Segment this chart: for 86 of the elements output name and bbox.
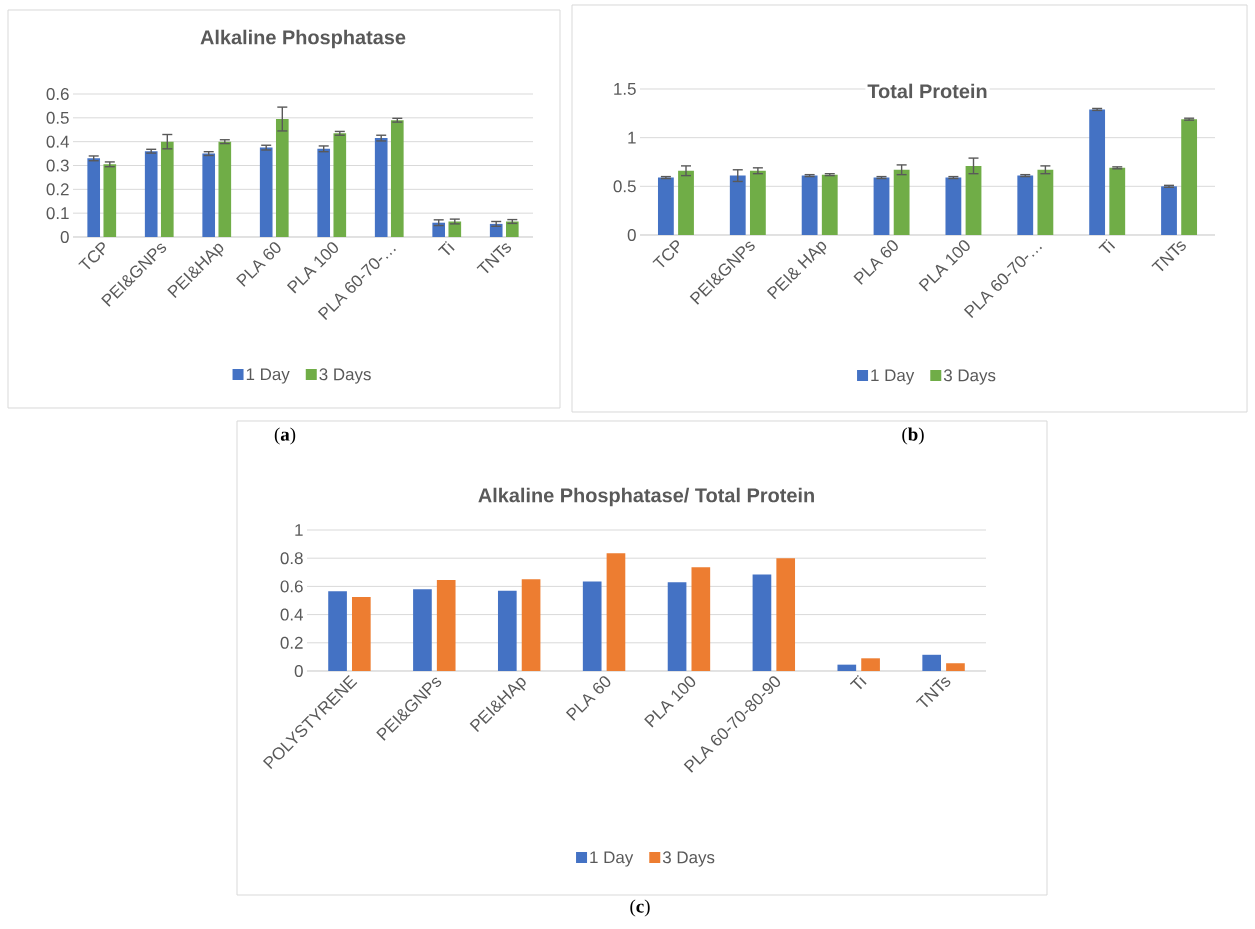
bar [776, 558, 796, 671]
bar [821, 174, 838, 235]
x-tick-label: PLA 100 [286, 242, 339, 294]
bar [1181, 119, 1198, 235]
y-tick-label: 0.3 [46, 159, 69, 172]
text: (b) [902, 427, 924, 445]
bar [893, 169, 910, 235]
bar [328, 591, 347, 671]
legend-label: 3 Days [319, 368, 371, 384]
bar [678, 170, 694, 235]
y-tick-label: 0 [627, 228, 636, 241]
bar [606, 553, 626, 671]
bar [922, 654, 942, 671]
legend-label: 3 Days [662, 851, 715, 867]
x-tick-label: PLA 60 [236, 242, 281, 287]
bar [489, 223, 503, 237]
text: (a) [274, 427, 296, 445]
chart-title: Alkaline Phosphatase [200, 29, 406, 49]
bar [160, 141, 174, 237]
text: (c) [630, 899, 650, 917]
bar [657, 177, 674, 235]
x-tick-label: TCP [652, 240, 680, 268]
y-tick-label: 0.6 [280, 580, 303, 593]
bar [275, 119, 289, 237]
legend-label: 3 Days [943, 369, 996, 385]
y-tick-label: 0 [294, 665, 303, 677]
bar [752, 574, 772, 671]
y-tick-label: 0 [60, 230, 69, 243]
y-tick-label: 1 [295, 524, 303, 536]
chart-title: Total Protein [867, 83, 987, 99]
bar [521, 579, 541, 671]
legend-label: 1 Day [246, 368, 290, 384]
bar [749, 170, 766, 235]
bar [945, 177, 962, 235]
x-tick-label: PLA 60 [565, 676, 611, 721]
bar [667, 582, 687, 671]
bar [873, 177, 890, 235]
bar [202, 153, 216, 237]
bar [582, 581, 602, 671]
bar [497, 590, 517, 671]
bar [1109, 167, 1126, 235]
bar [691, 567, 711, 671]
y-tick-label: 0.2 [46, 183, 69, 196]
bar [946, 663, 965, 671]
bar [1161, 186, 1177, 235]
x-tick-label: Ti [1098, 238, 1116, 254]
chart-title: Alkaline Phosphatase/ Total Protein [478, 487, 814, 507]
bar [87, 158, 101, 237]
y-tick-label: 0.2 [280, 636, 303, 649]
legend-label: 1 Day [871, 369, 915, 385]
bar [218, 141, 232, 237]
y-tick-label: 0.8 [280, 552, 303, 565]
y-tick-label: 0.5 [46, 111, 69, 124]
y-tick-label: 0.4 [46, 135, 69, 148]
bar [965, 165, 982, 235]
legend-label: 1 Day [590, 851, 634, 867]
bar [801, 175, 818, 235]
x-tick-label: Ti [849, 674, 867, 690]
bar [103, 164, 117, 237]
y-tick-label: 0.6 [46, 88, 69, 100]
y-tick-label: 0.1 [46, 207, 69, 220]
bar [413, 589, 432, 671]
bar [1017, 175, 1034, 235]
bar [351, 596, 371, 671]
x-tick-label: Ti [437, 240, 455, 256]
bar [1089, 109, 1106, 235]
bar [436, 580, 456, 671]
bar [333, 133, 347, 237]
bar [505, 221, 519, 237]
bar [390, 120, 404, 237]
bar [432, 222, 446, 237]
x-tick-label: PLA 100 [644, 676, 696, 728]
y-tick-label: 0.5 [613, 180, 636, 193]
y-tick-label: 1.5 [614, 83, 636, 95]
y-tick-label: 1 [628, 131, 636, 144]
bar [729, 175, 746, 235]
bar [259, 147, 273, 237]
bar [144, 151, 158, 237]
bar [837, 664, 857, 671]
bar [317, 148, 331, 237]
x-tick-label: PLA 100 [918, 240, 970, 292]
bar [1037, 169, 1054, 235]
x-tick-label: PLA 60 [853, 240, 898, 285]
y-tick-label: 0.4 [280, 608, 303, 621]
bar [374, 138, 388, 237]
bar [861, 658, 880, 671]
